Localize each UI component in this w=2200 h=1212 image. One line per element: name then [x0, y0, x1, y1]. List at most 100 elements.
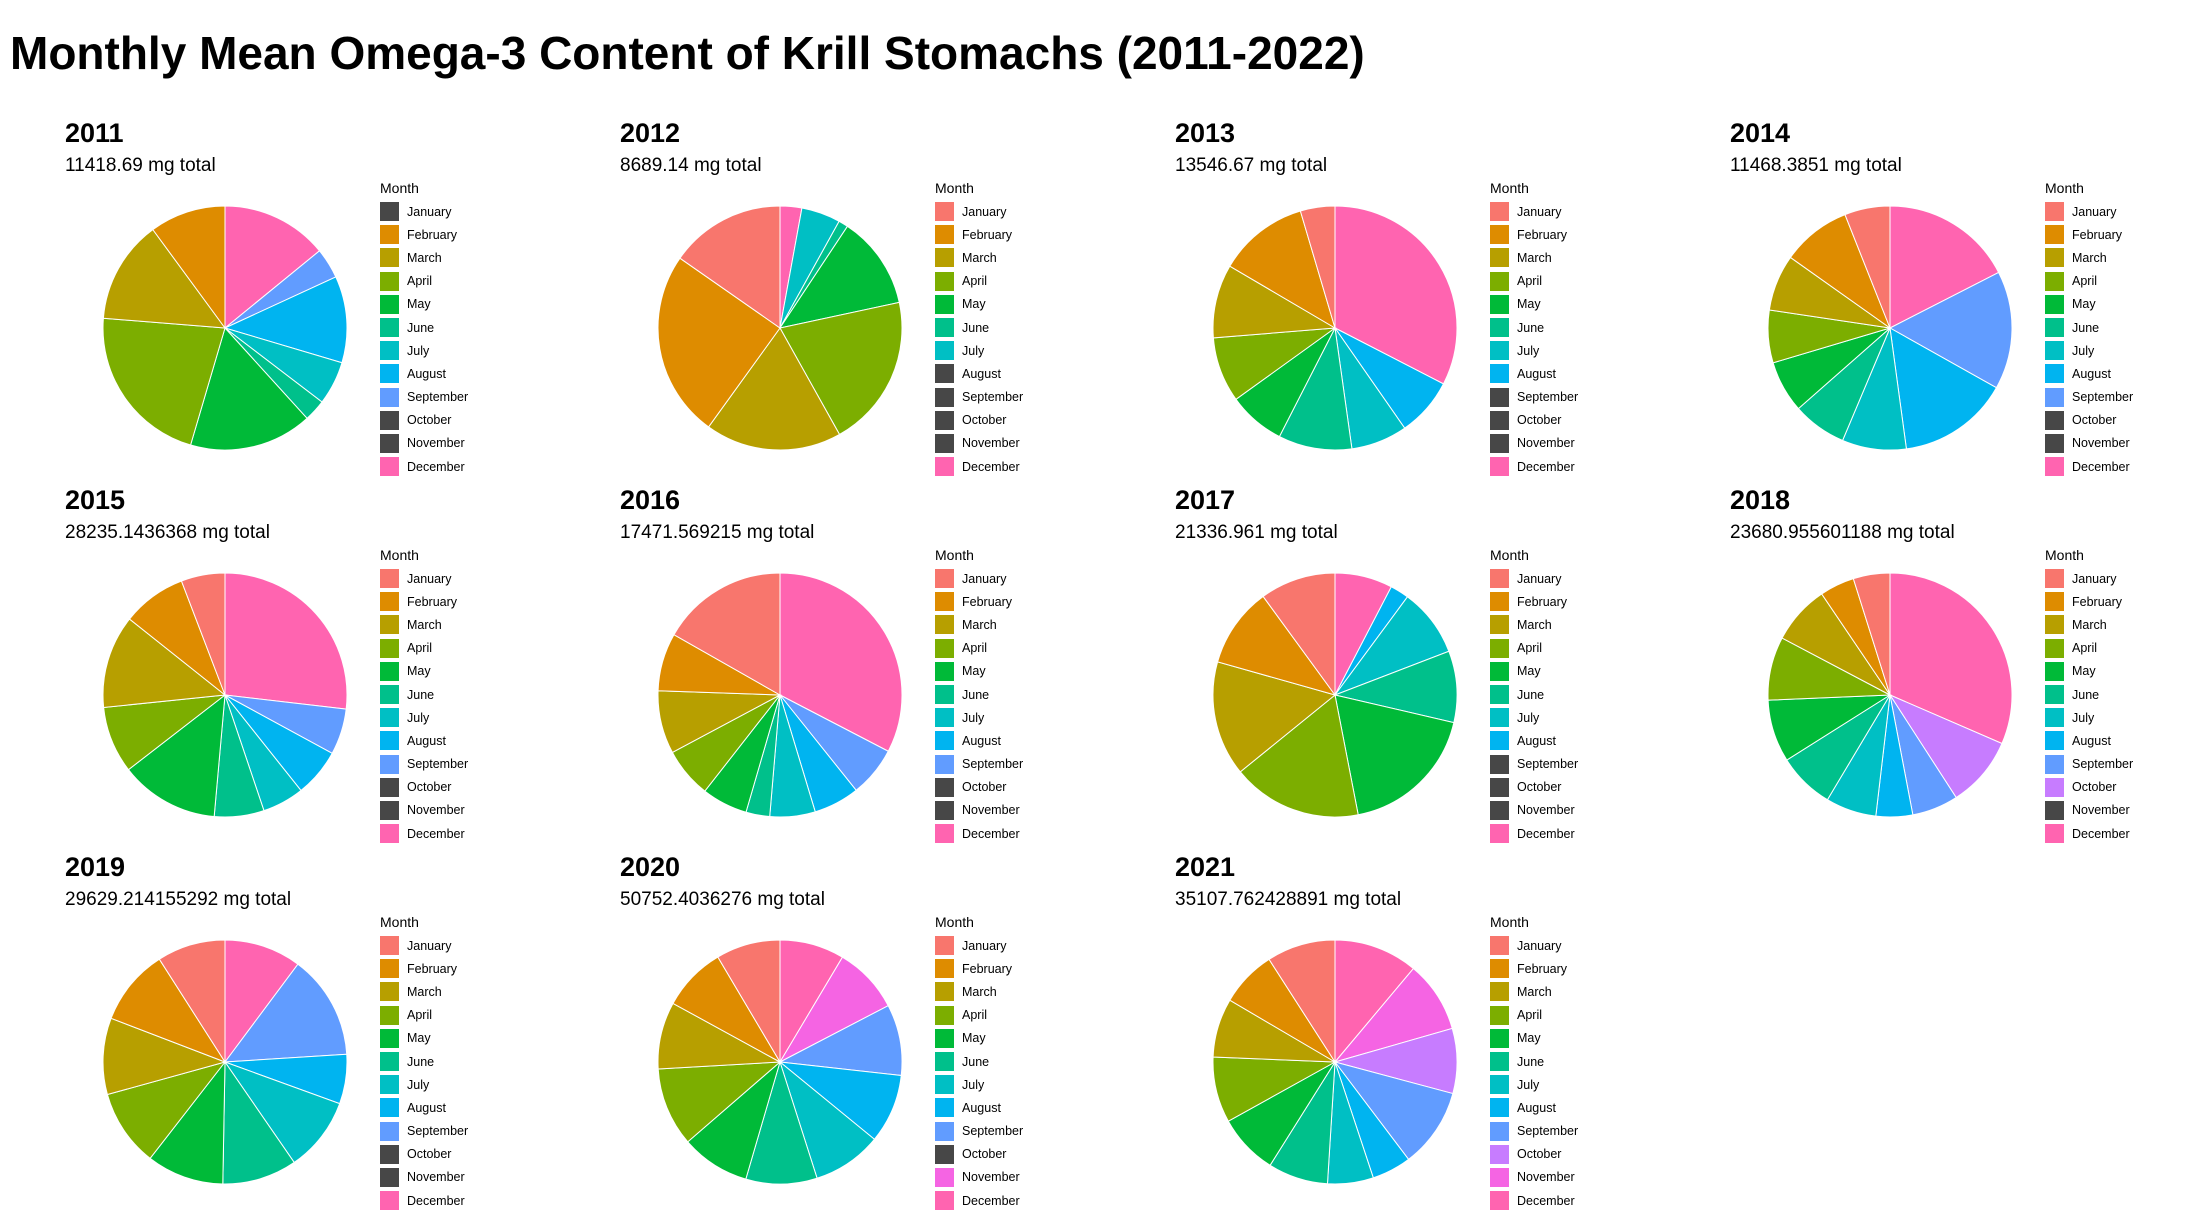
legend-swatch — [935, 271, 954, 291]
legend-swatch — [935, 225, 954, 245]
pie-slice-april — [106, 1061, 227, 1160]
legend-swatch — [935, 1098, 954, 1118]
legend-item: September — [380, 1120, 468, 1143]
legend-label: November — [962, 803, 1020, 818]
pie-slice-may — [1334, 694, 1455, 816]
legend-swatch — [935, 1028, 954, 1048]
pie-chart — [1767, 205, 2013, 451]
legend-swatch — [380, 1028, 399, 1048]
legend-swatch — [2045, 800, 2064, 820]
pie-slice-march — [102, 228, 227, 329]
legend-item: January — [1490, 200, 1578, 223]
legend-swatch — [2045, 248, 2064, 268]
legend-label: March — [1517, 984, 1552, 999]
legend-item: December — [935, 822, 1023, 845]
pie-slice-may — [778, 225, 900, 329]
legend-item: September — [935, 1120, 1023, 1143]
legend-item: April — [935, 637, 1023, 660]
legend-swatch — [2045, 318, 2064, 338]
legend-swatch — [935, 777, 954, 797]
legend-item: June — [2045, 316, 2133, 339]
legend-label: December — [407, 826, 465, 841]
legend-label: April — [1517, 641, 1543, 656]
legend-swatch — [1490, 1191, 1509, 1211]
pie-panel: 2017 21336.961 mg total Month January Februa… — [1110, 475, 1650, 844]
pie-slice-may — [127, 693, 226, 818]
legend-label: May — [2072, 297, 2096, 312]
legend-swatch — [935, 341, 954, 361]
legend-swatch — [380, 982, 399, 1002]
legend-item: August — [2045, 729, 2133, 752]
legend-swatch — [935, 731, 954, 751]
legend-item: August — [935, 1096, 1023, 1119]
legend-swatch — [935, 800, 954, 820]
legend-item: November — [380, 432, 468, 455]
legend-item: July — [935, 706, 1023, 729]
legend-swatch — [935, 1144, 954, 1164]
legend-item: February — [1490, 223, 1578, 246]
legend-item: September — [2045, 753, 2133, 776]
legend-swatch — [2045, 592, 2064, 612]
legend-item: February — [935, 590, 1023, 613]
legend-label: August — [962, 1100, 1001, 1115]
legend-label: January — [407, 204, 452, 219]
legend-item: July — [1490, 706, 1578, 729]
pie-slice-january — [158, 939, 226, 1064]
legend-label: May — [962, 297, 986, 312]
legend-swatch — [380, 387, 399, 407]
legend-label: November — [407, 436, 465, 451]
pie-chart — [102, 572, 348, 818]
panel-title: 2012 — [620, 118, 681, 148]
legend-swatch — [380, 271, 399, 291]
legend-swatch — [1490, 1052, 1509, 1072]
legend-label: January — [962, 938, 1007, 953]
legend-item: August — [1490, 1096, 1578, 1119]
legend-swatch — [1490, 824, 1509, 844]
legend-item: October — [1490, 776, 1578, 799]
legend-label: August — [407, 733, 446, 748]
legend-swatch — [1490, 1144, 1509, 1164]
pie-slice-august — [223, 276, 348, 364]
legend-item: December — [380, 822, 468, 845]
legend-item: March — [935, 246, 1023, 269]
pie-panel: 2015 28235.1436368 mg total Month January Fe… — [0, 475, 540, 844]
legend-swatch — [380, 433, 399, 453]
pie-chart — [102, 939, 348, 1185]
legend-swatch — [380, 1167, 399, 1187]
legend-item: August — [380, 1096, 468, 1119]
panel-subtitle: 29629.214155292 mg total — [65, 889, 292, 910]
legend-label: November — [962, 436, 1020, 451]
legend-label: February — [962, 961, 1013, 976]
legend-label: October — [2072, 780, 2117, 795]
pie-slice-january — [1299, 205, 1336, 329]
legend-item: April — [1490, 1004, 1578, 1027]
pie-slice-may — [149, 1060, 226, 1185]
legend-label: September — [1517, 1124, 1579, 1139]
legend-item: August — [380, 362, 468, 385]
legend-item: December — [1490, 822, 1578, 845]
legend-label: December — [1517, 1193, 1575, 1208]
legend-item: October — [380, 776, 468, 799]
legend-label: May — [962, 664, 986, 679]
legend-swatch — [380, 364, 399, 384]
pie-slice-may — [189, 327, 308, 451]
legend-item: May — [1490, 1027, 1578, 1050]
legend-item: July — [380, 1073, 468, 1096]
panel-subtitle: 13546.67 mg total — [1175, 155, 1328, 176]
legend-swatch — [1490, 982, 1509, 1002]
pie-slice-january — [1844, 205, 1891, 329]
legend-item: March — [1490, 980, 1578, 1003]
panel-title: 2015 — [65, 485, 126, 515]
legend-label: February — [962, 594, 1013, 609]
pie-panel: 2016 17471.569215 mg total Month January Feb… — [555, 475, 1095, 844]
pie-chart — [102, 205, 348, 451]
legend-item: October — [380, 409, 468, 432]
legend: Month January February March April May June Jul… — [935, 547, 1023, 845]
legend-swatch — [1490, 685, 1509, 705]
legend-label: March — [962, 250, 997, 265]
legend-swatch — [1490, 341, 1509, 361]
panel-title: 2018 — [1730, 485, 1791, 515]
legend-swatch — [1490, 638, 1509, 658]
legend-label: June — [2072, 320, 2100, 335]
legend-label: December — [2072, 459, 2130, 474]
